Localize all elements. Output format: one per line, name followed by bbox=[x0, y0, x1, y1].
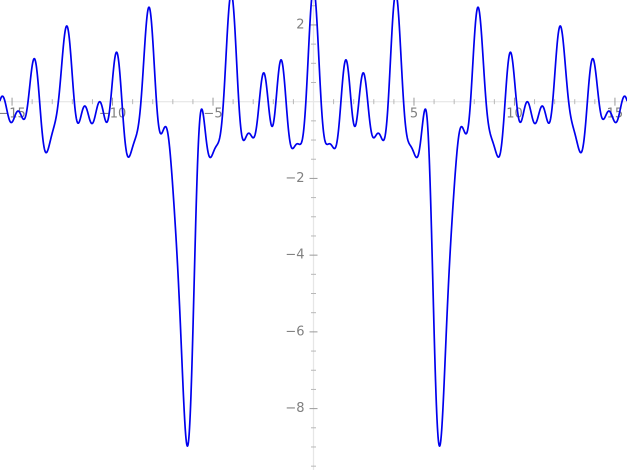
data-series-line bbox=[0, 0, 627, 447]
x-axis-ticks bbox=[11, 97, 616, 106]
y-tick-label: −4 bbox=[285, 248, 304, 263]
x-tick-label: −10 bbox=[99, 106, 126, 121]
x-axis-tick-labels: −15 −10 −5 5 10 15 bbox=[0, 106, 623, 121]
y-axis-tick-labels: 2 −2 −4 −6 −8 bbox=[285, 17, 304, 416]
x-tick-label: 5 bbox=[410, 106, 418, 121]
y-tick-label: −6 bbox=[285, 324, 304, 339]
x-tick-label: −5 bbox=[203, 106, 222, 121]
y-tick-label: 2 bbox=[296, 17, 304, 32]
y-axis-ticks bbox=[309, 5, 318, 467]
y-tick-label: −8 bbox=[285, 401, 304, 416]
y-tick-label: −2 bbox=[285, 171, 304, 186]
x-tick-label: 10 bbox=[506, 106, 523, 121]
series-group bbox=[0, 0, 627, 447]
